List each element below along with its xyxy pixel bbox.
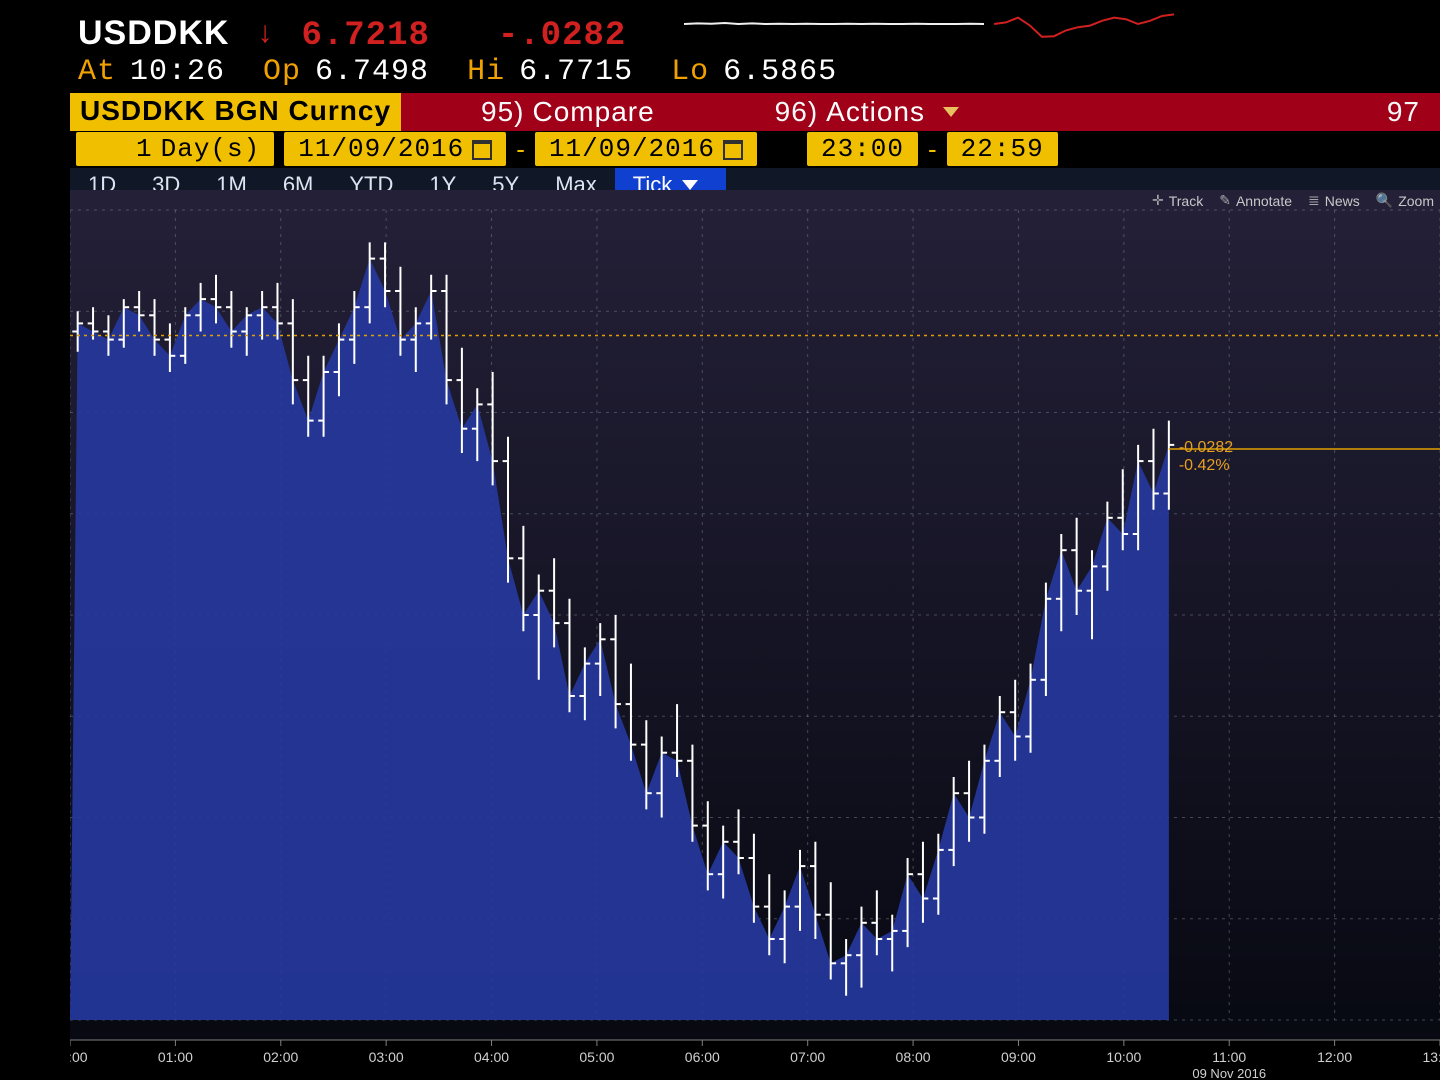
svg-text:00:00: 00:00: [70, 1049, 88, 1065]
time-to-box[interactable]: 22:59: [947, 132, 1058, 166]
at-time: 10:26: [130, 55, 225, 89]
news-label: News: [1325, 193, 1360, 209]
fn97-number: 97: [1387, 96, 1420, 128]
actions-button[interactable]: 96) Actions: [675, 93, 979, 131]
date-range-bar: 1 Day(s) 11/09/2016 - 11/09/2016 23:00 -…: [70, 131, 1440, 167]
last-price-label: -0.0282 -0.42%: [1179, 439, 1233, 475]
pencil-icon: ✎: [1219, 192, 1231, 209]
svg-text:09 Nov 2016: 09 Nov 2016: [1192, 1066, 1266, 1080]
svg-text:12:00: 12:00: [1317, 1049, 1352, 1065]
compare-button[interactable]: 95) Compare: [401, 93, 675, 131]
track-button[interactable]: ✛ Track: [1152, 192, 1203, 209]
annotate-button[interactable]: ✎ Annotate: [1219, 192, 1292, 209]
period-qty: 1: [136, 134, 153, 164]
terminal-screen: USDDKK ↓ 6.7218 -.0282 At 10:26 Op 6.749…: [70, 0, 1440, 1080]
open-value: 6.7498: [315, 55, 429, 89]
date-dash: -: [516, 134, 525, 165]
compare-number: 95): [481, 96, 524, 128]
open-label: Op: [263, 55, 301, 89]
svg-text:11:00: 11:00: [1212, 1049, 1246, 1065]
crosshair-icon: ✛: [1152, 192, 1164, 209]
period-unit: Day(s): [161, 134, 261, 164]
calendar-icon: [472, 140, 492, 160]
change-pct: -0.42%: [1179, 457, 1233, 475]
date-to-box[interactable]: 11/09/2016: [535, 132, 757, 166]
date-to: 11/09/2016: [549, 134, 715, 164]
function-97[interactable]: 97: [979, 93, 1440, 131]
high-label: Hi: [467, 55, 505, 89]
calendar-icon: [723, 140, 743, 160]
quote-header-line1: USDDKK ↓ 6.7218 -.0282: [70, 0, 1440, 55]
news-button[interactable]: ≣ News: [1308, 192, 1360, 209]
low-label: Lo: [671, 55, 709, 89]
date-from-box[interactable]: 11/09/2016: [284, 132, 506, 166]
svg-text:01:00: 01:00: [158, 1049, 193, 1065]
svg-text:03:00: 03:00: [369, 1049, 404, 1065]
svg-text:07:00: 07:00: [790, 1049, 825, 1065]
magnifier-icon: 🔍: [1376, 192, 1393, 209]
security-box[interactable]: USDDKK BGN Curncy: [70, 93, 401, 131]
zoom-label: Zoom: [1398, 193, 1434, 209]
date-from: 11/09/2016: [298, 134, 464, 164]
chevron-down-icon: [943, 107, 959, 117]
price-chart[interactable]: 00:00 01:00 02:00 03:00 04:00 05:00 06:00 07:00…: [70, 190, 1440, 1080]
track-label: Track: [1169, 193, 1203, 209]
last-price: 6.7218: [301, 17, 429, 55]
chevron-down-icon: [682, 180, 698, 190]
time-from: 23:00: [821, 134, 904, 164]
annotate-label: Annotate: [1236, 193, 1292, 209]
period-box[interactable]: 1 Day(s): [76, 132, 274, 166]
chart-area[interactable]: 00:00 01:00 02:00 03:00 04:00 05:00 06:00 07:00…: [70, 190, 1440, 1080]
svg-text:06:00: 06:00: [685, 1049, 720, 1065]
svg-text:04:00: 04:00: [474, 1049, 509, 1065]
change-arrow-icon: ↓: [257, 16, 273, 50]
price-change: -.0282: [498, 17, 626, 55]
compare-label: Compare: [533, 96, 655, 128]
high-value: 6.7715: [519, 55, 633, 89]
time-from-box[interactable]: 23:00: [807, 132, 918, 166]
list-icon: ≣: [1308, 192, 1320, 209]
at-label: At: [78, 55, 116, 89]
actions-number: 96): [775, 96, 818, 128]
low-value: 6.5865: [723, 55, 837, 89]
time-dash: -: [928, 134, 937, 165]
chart-toolbar: ✛ Track ✎ Annotate ≣ News 🔍 Zoom: [1152, 192, 1434, 209]
time-to: 22:59: [961, 134, 1044, 164]
function-bar: USDDKK BGN Curncy 95) Compare 96) Action…: [70, 93, 1440, 131]
svg-text:02:00: 02:00: [263, 1049, 298, 1065]
svg-text:08:00: 08:00: [896, 1049, 931, 1065]
sparkline-chart: [684, 4, 1184, 44]
quote-header-line2: At 10:26 Op 6.7498 Hi 6.7715 Lo 6.5865: [70, 55, 1440, 93]
symbol: USDDKK: [78, 14, 229, 53]
svg-text:10:00: 10:00: [1106, 1049, 1141, 1065]
zoom-button[interactable]: 🔍 Zoom: [1376, 192, 1434, 209]
change-abs: -0.0282: [1179, 439, 1233, 457]
actions-label: Actions: [826, 96, 925, 128]
svg-text:13:00: 13:00: [1422, 1049, 1440, 1065]
svg-text:05:00: 05:00: [579, 1049, 614, 1065]
svg-text:09:00: 09:00: [1001, 1049, 1036, 1065]
